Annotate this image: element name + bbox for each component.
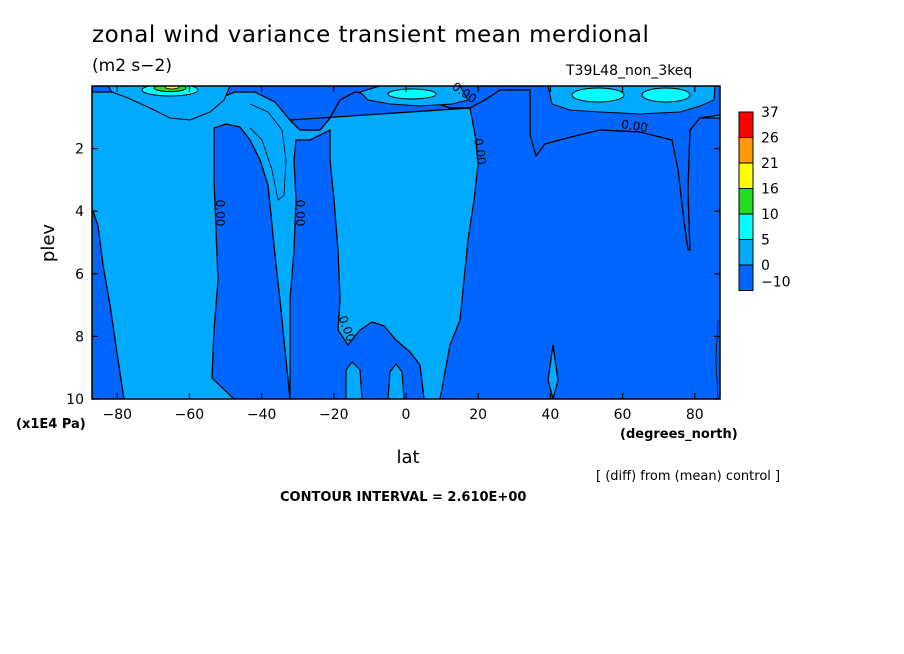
x-tick-label: 0 — [402, 407, 411, 423]
region-negative-southern-midlat — [211, 123, 291, 399]
x-tick-label: 20 — [469, 407, 487, 423]
y-tick-label: 10 — [66, 392, 84, 408]
y-axis-label: plev — [38, 224, 59, 263]
x-axis-label: lat — [396, 447, 419, 468]
region-negative-equatorial-west — [289, 128, 425, 399]
x-tick-label: −60 — [175, 407, 205, 423]
colorbar-label: 10 — [761, 207, 779, 223]
contour-label: 0.00 — [620, 117, 648, 135]
region-positive-sh-jet — [107, 86, 231, 121]
x-tick-label: −20 — [319, 407, 349, 423]
colorbar-label: 21 — [761, 156, 779, 172]
diff-note: [ (diff) from (mean) control ] — [596, 469, 781, 484]
colorbar-swatch — [738, 162, 754, 189]
colorbar-label: 16 — [761, 182, 779, 198]
colorbar-swatch — [738, 137, 754, 164]
contour-interval: CONTOUR INTERVAL = 2.610E+00 — [280, 490, 527, 505]
contour-field — [92, 86, 720, 399]
colorbar-swatch — [738, 264, 754, 291]
x-tick-label: −40 — [247, 407, 277, 423]
y-tick-label: 8 — [75, 329, 84, 345]
contour-line-thin-2 — [715, 319, 719, 399]
contour-label: 0.00 — [293, 200, 307, 227]
colorbar-swatch — [738, 239, 754, 266]
x-axis: −80 −60 −40 −20 0 20 40 60 80 — [102, 86, 704, 423]
colorbar-label: 37 — [761, 105, 779, 121]
chart-units: (m2 s−2) — [92, 56, 172, 76]
colorbar-label: −10 — [761, 275, 791, 291]
contour-line-thin-1 — [249, 103, 287, 201]
y-tick-label: 2 — [75, 142, 84, 158]
x-tick-label: 80 — [686, 407, 704, 423]
colorbar: 37 26 21 16 10 5 0−10 — [738, 105, 791, 291]
y-axis-units: (x1E4 Pa) — [16, 417, 86, 432]
x-tick-label: 60 — [614, 407, 632, 423]
colorbar-swatch — [738, 111, 754, 138]
colorbar-swatch — [738, 213, 754, 240]
y-tick-label: 4 — [75, 204, 84, 220]
y-axis: 2 4 6 8 10 — [66, 142, 720, 408]
region-positive-pocket-1 — [345, 361, 363, 399]
region-cyan-nh-2 — [641, 87, 691, 103]
x-axis-units: (degrees_north) — [620, 427, 738, 442]
run-label: T39L48_non_3keq — [566, 63, 693, 79]
colorbar-label: 5 — [761, 233, 770, 249]
region-positive-pocket-2 — [387, 363, 405, 399]
contour-label: 0.00 — [213, 200, 227, 227]
x-tick-label: −80 — [102, 407, 132, 423]
contour-label: 0.00 — [471, 137, 489, 165]
colorbar-label: 26 — [761, 131, 779, 147]
colorbar-swatch — [738, 188, 754, 215]
x-tick-label: 40 — [541, 407, 559, 423]
region-negative-west — [92, 207, 125, 399]
colorbar-label: 0 — [761, 258, 770, 274]
y-tick-label: 6 — [75, 267, 84, 283]
chart-title: zonal wind variance transient mean merdi… — [92, 22, 650, 48]
region-cyan-nh-1 — [571, 87, 625, 103]
region-cyan-equator — [387, 88, 437, 100]
